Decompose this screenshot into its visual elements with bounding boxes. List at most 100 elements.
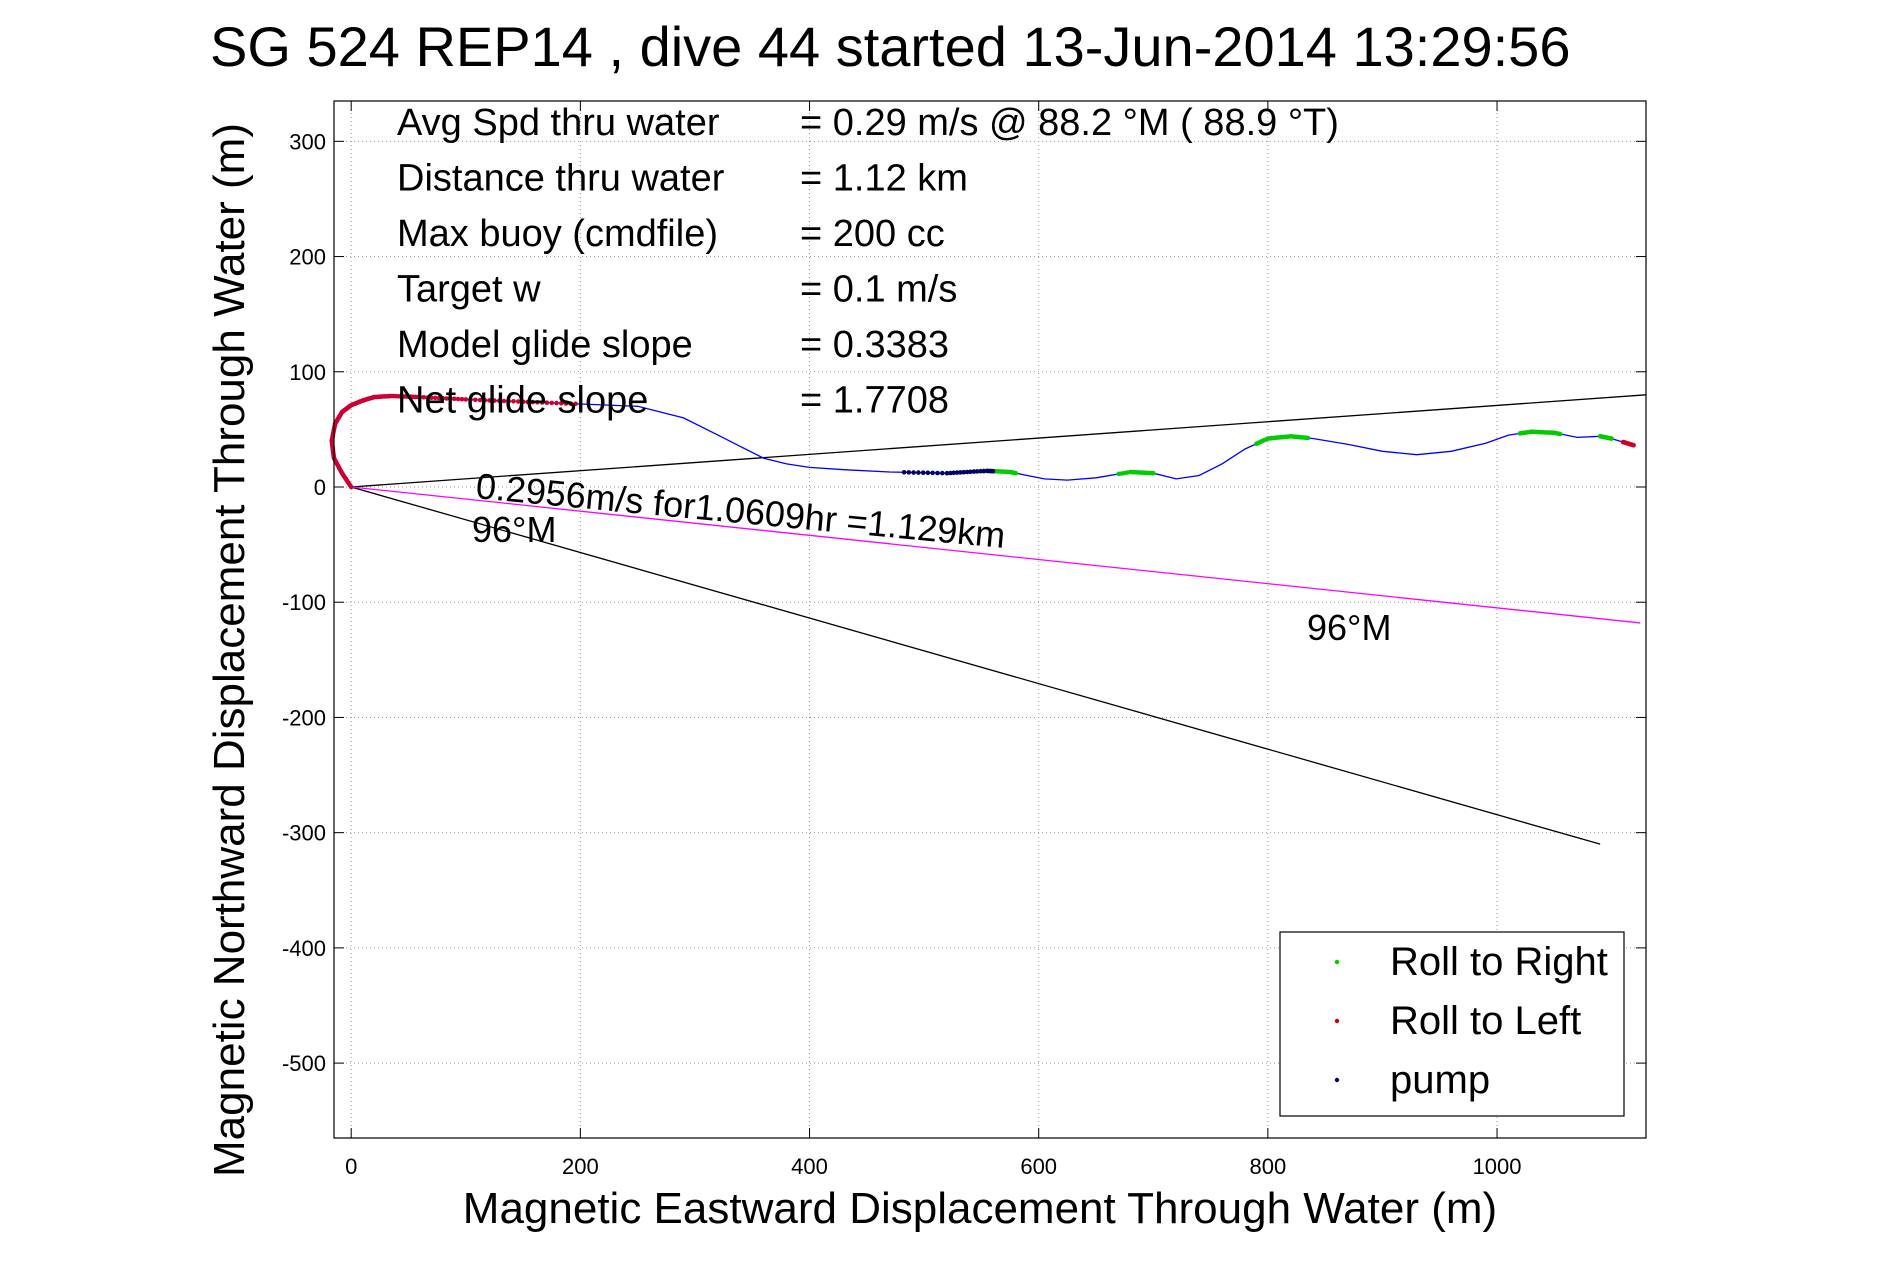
marker-roll-to-left (448, 396, 453, 402)
stat-label: Net glide slope (397, 380, 648, 422)
marker-pump (990, 468, 996, 474)
x-tick-label: 0 (345, 1154, 357, 1179)
annotations: 0.2956m/s for1.0609hr =1.129km 96°M 96°M (472, 465, 1391, 648)
stat-label: Distance thru water (397, 158, 725, 200)
marker-roll-to-left (554, 400, 559, 406)
x-axis-label: Magnetic Eastward Displacement Through W… (463, 1184, 1497, 1233)
marker-pump (925, 470, 931, 476)
stat-value: = 1.12 km (800, 158, 968, 200)
y-tick-label: -500 (282, 1051, 326, 1076)
marker-pump (935, 470, 940, 476)
marker-pump (906, 470, 912, 475)
marker-roll-to-left (477, 397, 483, 403)
legend-label: Roll to Left (1390, 999, 1581, 1043)
y-tick-label: 100 (289, 360, 326, 385)
marker-roll-to-left (549, 400, 554, 406)
legend-marker (1334, 1077, 1340, 1083)
chart-title: SG 524 REP14 , dive 44 started 13-Jun-20… (210, 15, 1570, 78)
marker-roll-to-right (1013, 470, 1019, 476)
marker-pump (944, 470, 950, 476)
marker-roll-to-right (1557, 431, 1563, 437)
marker-pump (971, 469, 977, 474)
marker-roll-to-left (459, 396, 465, 402)
marker-roll-to-left (468, 397, 473, 402)
stat-value: = 200 cc (800, 213, 945, 255)
marker-roll-to-left (1631, 442, 1636, 448)
marker-pump (920, 470, 926, 476)
axes: 0 200 400 600 800 10003002001000-100-200-300-… (282, 100, 1647, 1179)
stat-value: = 0.29 m/s @ 88.2 °M ( 88.9 °T) (800, 102, 1339, 144)
x-tick-label: 1000 (1473, 1154, 1522, 1179)
legend-label: Roll to Right (1390, 940, 1608, 984)
marker-roll-to-left (482, 397, 488, 403)
marker-roll-to-left (544, 400, 550, 406)
marker-roll-to-left (511, 399, 516, 404)
marker-pump (958, 470, 963, 475)
marker-roll-to-left (530, 399, 535, 405)
plot-lines (329, 393, 1647, 845)
marker-pump (911, 470, 916, 475)
heading-label-near: 96°M (472, 509, 556, 550)
stat-value: = 0.1 m/s (800, 269, 957, 311)
marker-roll-to-left (473, 397, 478, 403)
marker-pump (948, 470, 953, 476)
marker-roll-to-left (520, 399, 526, 405)
y-tick-label: 0 (314, 475, 326, 500)
marker-roll-to-left (417, 394, 423, 400)
marker-pump (978, 468, 983, 474)
marker-pump (940, 470, 945, 476)
marker-roll-to-left (492, 398, 497, 403)
marker-roll-to-left (563, 401, 569, 406)
y-tick-label: 300 (289, 129, 326, 154)
marker-pump (951, 470, 956, 476)
stat-label: Target w (397, 269, 541, 311)
heading-label-far: 96°M (1307, 607, 1391, 648)
legend-marker (1334, 959, 1340, 965)
marker-roll-to-right (1151, 470, 1156, 476)
marker-roll-to-right (1609, 436, 1614, 441)
y-tick-label: -200 (282, 705, 326, 730)
marker-roll-to-left (539, 400, 545, 405)
stat-label: Model glide slope (397, 324, 693, 366)
plot-frame (333, 100, 1647, 1139)
marker-pump (901, 470, 907, 475)
marker-pump (961, 469, 966, 475)
grid-lines (334, 101, 1646, 1138)
heading-line-96M (351, 486, 1601, 845)
marker-pump (954, 470, 960, 475)
marker-roll-to-left (559, 401, 564, 406)
marker-roll-to-left (535, 400, 540, 405)
marker-pump (968, 469, 973, 475)
net-displacement-line (351, 486, 1641, 624)
marker-roll-to-left (496, 398, 502, 404)
marker-roll-to-left (516, 399, 521, 404)
marker-roll-to-left (573, 401, 578, 407)
y-axis-label: Magnetic Northward Displacement Through … (205, 123, 254, 1177)
marker-pump (964, 469, 970, 475)
marker-roll-to-left (421, 395, 427, 400)
y-tick-label: -300 (282, 821, 326, 846)
x-tick-label: 200 (562, 1154, 599, 1179)
stats-block: Avg Spd thru water = 0.29 m/s @ 88.2 °M (… (397, 102, 1339, 422)
marker-roll-to-left (440, 396, 446, 401)
marker-roll-to-right (1305, 435, 1311, 441)
stat-label: Max buoy (cmdfile) (397, 213, 718, 255)
marker-roll-to-left (568, 401, 574, 407)
marker-roll-to-left (487, 398, 492, 403)
stat-value: = 1.7708 (800, 380, 949, 422)
marker-roll-to-left (429, 395, 434, 401)
marker-roll-to-left (455, 396, 461, 402)
x-tick-label: 400 (791, 1154, 828, 1179)
y-tick-label: -100 (282, 590, 326, 615)
marker-pump (930, 470, 935, 476)
marker-roll-to-left (444, 396, 450, 401)
x-tick-label: 800 (1250, 1154, 1287, 1179)
marker-pump (981, 468, 987, 474)
marker-roll-to-left (452, 396, 457, 402)
stat-label: Avg Spd thru water (397, 102, 720, 144)
y-tick-label: -400 (282, 936, 326, 961)
x-tick-label: 600 (1020, 1154, 1057, 1179)
marker-pump (974, 469, 980, 474)
y-tick-label: 200 (289, 245, 326, 270)
